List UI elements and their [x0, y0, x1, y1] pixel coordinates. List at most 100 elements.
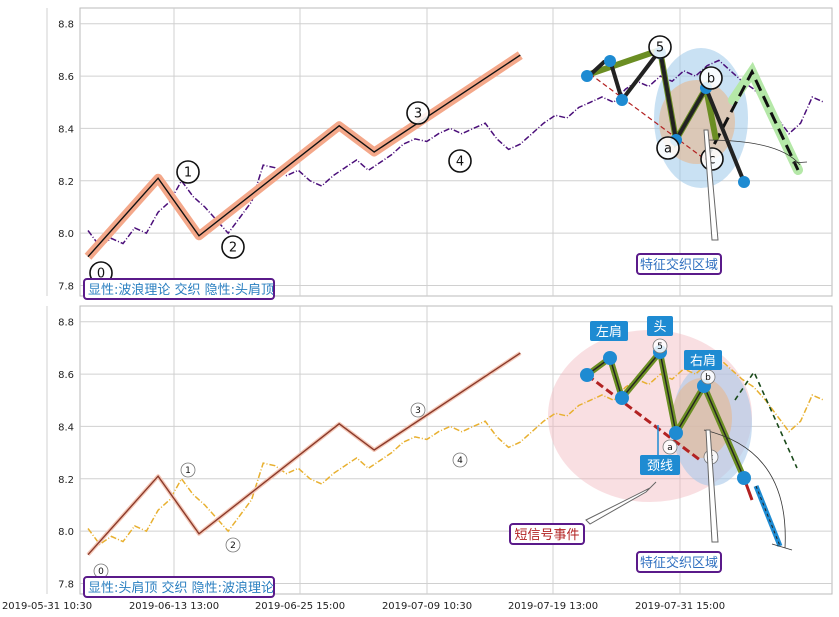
bottom-series: [86, 351, 825, 557]
wave-label-marker: [176, 160, 200, 184]
y-tick-label: 8.6: [58, 370, 74, 381]
top-wave-labels: 0 1 2 3 4 5 a b c: [89, 35, 724, 285]
bottom-pivot: [580, 368, 594, 382]
top-callout-arrow: [703, 129, 719, 241]
top-pivot: [738, 176, 750, 188]
top-arc-tick: [791, 161, 808, 164]
bottom-y-tick-labels: 7.8 8.0 8.2 8.4 8.6 8.8: [58, 318, 74, 591]
wave-label: 1: [184, 166, 192, 181]
bottom-inner-zone: [672, 378, 732, 458]
wave-line: [87, 54, 521, 258]
y-tick-label: 8.2: [58, 177, 74, 188]
top-projection-dashed: [704, 68, 800, 171]
bottom-target-line-inner: [755, 485, 781, 547]
right-shoulder-label: 右肩: [690, 353, 716, 369]
bottom-panel: 7.88.08.28.48.68.8 2019-05-31 10:30 2019-…: [2, 305, 833, 612]
wave-line: [87, 352, 521, 556]
bottom-callout-arrow: [705, 429, 719, 543]
wave-label: c: [708, 153, 715, 168]
y-tick-label: 8.4: [58, 422, 74, 433]
y-tick-label: 8.0: [58, 527, 74, 538]
top-panel: 7.8 8.0 8.2 8.4 8.6 8.8 0 1 2 3 4 5 a b c 特征交织区域 显性:波…: [46, 7, 833, 300]
wave-label-marker: [221, 235, 245, 259]
top-y-tick-labels: 7.8 8.0 8.2 8.4 8.6 8.8: [58, 20, 74, 293]
wave-label: b: [707, 72, 715, 87]
wave-label-marker: [225, 537, 241, 553]
short-signal-arrow: [585, 481, 657, 525]
wave-label-marker: [180, 462, 196, 478]
top-pivot: [604, 55, 616, 67]
wave-label-marker: [652, 338, 668, 354]
y-tick-label: 8.8: [58, 318, 74, 329]
top-zone-annotation: 特征交织区域: [640, 257, 718, 273]
wave-label-marker: [656, 136, 680, 160]
x-tick-label: 2019-07-09 10:30: [382, 601, 472, 612]
wave-label: 1: [185, 466, 191, 476]
wave-label: b: [705, 373, 711, 383]
wave-label-marker: [410, 402, 426, 418]
top-series: [84, 51, 825, 260]
x-tick-label: 2019-07-19 13:00: [508, 601, 598, 612]
wave-label-marker: [648, 35, 672, 59]
bottom-pivot: [603, 351, 617, 365]
x-tick-label: 2019-05-31 10:30: [2, 601, 92, 612]
price-line: [87, 59, 825, 248]
wave-label-marker: [699, 66, 723, 90]
y-tick-label: 8.6: [58, 72, 74, 83]
left-shoulder-label: 左肩: [596, 324, 622, 340]
y-tick-label: 8.0: [58, 229, 74, 240]
top-zone-annotation-box: [636, 253, 722, 275]
wave-label: 4: [457, 456, 463, 466]
wave-label: 0: [97, 267, 105, 282]
wave-label: 0: [98, 567, 104, 577]
price-line: [87, 357, 825, 546]
pattern-label-right-shoulder: 右肩: [684, 350, 722, 370]
top-legend-box: [83, 278, 275, 300]
wave-label-marker: [452, 452, 468, 468]
wave-label: 2: [230, 541, 236, 551]
x-tick-label: 2019-07-31 15:00: [635, 601, 725, 612]
bottom-pivot: [669, 426, 683, 440]
bottom-pivot: [615, 391, 629, 405]
bottom-projection-dashed: [734, 370, 798, 469]
bottom-arc-tick: [771, 543, 793, 551]
short-signal-annotation: 短信号事件: [514, 528, 579, 543]
y-tick-label: 8.8: [58, 20, 74, 31]
y-tick-label: 7.8: [58, 580, 74, 591]
wave-label: 5: [656, 41, 664, 56]
bottom-zone-annotation-box: [636, 551, 722, 573]
top-neckline: [589, 73, 707, 161]
y-tick-label: 8.2: [58, 475, 74, 486]
wave-label-marker: [406, 101, 430, 125]
wave-label: 3: [415, 406, 421, 416]
bottom-pivot: [737, 471, 751, 485]
y-tick-label: 8.4: [58, 124, 74, 135]
short-signal-box: [509, 523, 585, 545]
x-tick-labels: 2019-05-31 10:30 2019-06-13 13:00 2019-06-…: [2, 601, 725, 612]
top-pivot: [581, 70, 593, 82]
wave-label-marker: [448, 149, 472, 173]
y-tick-label: 7.8: [58, 282, 74, 293]
top-arc: [705, 139, 801, 166]
top-legend-text: 显性:波浪理论 交织 隐性:头肩顶: [88, 282, 274, 298]
bottom-legend-text: 显性:头肩顶 交织 隐性:波浪理论: [88, 580, 274, 596]
x-tick-label: 2019-06-25 15:00: [255, 601, 345, 612]
bottom-legend-box: [83, 576, 275, 598]
x-tick-label: 2019-06-13 13:00: [129, 601, 219, 612]
wave-label-marker: [662, 439, 678, 455]
wave-label: 3: [414, 107, 422, 122]
wave-label: a: [664, 142, 672, 157]
neckline-label: 颈线: [647, 459, 673, 474]
top-pivot: [616, 94, 628, 106]
bottom-zone-annotation: 特征交织区域: [640, 555, 718, 571]
wave-label: 2: [229, 241, 237, 256]
wave-label: 4: [456, 155, 464, 170]
head-label: 头: [653, 320, 666, 335]
pattern-label-head: 头: [647, 316, 673, 336]
wave-label: 5: [657, 342, 663, 352]
pattern-label-left-shoulder: 左肩: [590, 321, 628, 341]
pattern-label-neckline: 颈线: [640, 455, 680, 475]
bottom-arc: [703, 429, 786, 549]
wave-label: a: [667, 443, 673, 453]
